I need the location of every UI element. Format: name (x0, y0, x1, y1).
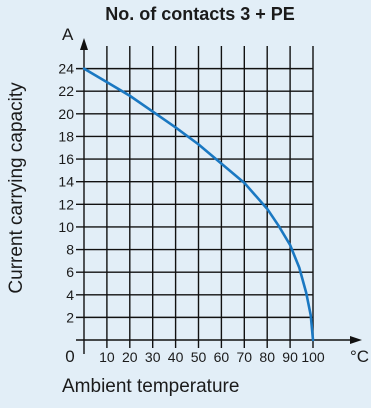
x-tick-label-10: 10 (99, 349, 115, 365)
x-unit-label: °C (350, 347, 369, 366)
axes (76, 38, 362, 354)
grid (76, 46, 313, 340)
y-tick-label-2: 2 (66, 309, 74, 325)
y-tick-label-18: 18 (58, 128, 74, 144)
x-tick-label-100: 100 (301, 349, 325, 365)
x-tick-label-50: 50 (191, 349, 207, 365)
x-tick-label-0: 0 (65, 347, 74, 366)
y-axis-title: Current carrying capacity (6, 82, 27, 294)
x-axis-arrow (350, 336, 362, 344)
y-tick-label-10: 10 (58, 219, 74, 235)
x-axis-title: Ambient temperature (62, 376, 239, 397)
y-axis-arrow (80, 38, 88, 50)
y-tick-label-4: 4 (66, 287, 74, 303)
y-tick-label-24: 24 (58, 61, 74, 77)
x-tick-label-70: 70 (237, 349, 253, 365)
chart-title: No. of contacts 3 + PE (105, 4, 295, 24)
y-unit-label: A (62, 25, 74, 44)
x-tick-label-60: 60 (214, 349, 230, 365)
x-tick-label-30: 30 (145, 349, 161, 365)
y-tick-label-12: 12 (58, 196, 74, 212)
x-tick-label-80: 80 (259, 349, 275, 365)
x-tick-label-90: 90 (282, 349, 298, 365)
y-tick-label-16: 16 (58, 151, 74, 167)
y-tick-label-8: 8 (66, 242, 74, 258)
y-tick-label-22: 22 (58, 83, 74, 99)
y-tick-label-14: 14 (58, 174, 74, 190)
x-tick-label-40: 40 (168, 349, 184, 365)
x-tick-label-20: 20 (122, 349, 138, 365)
y-tick-label-20: 20 (58, 106, 74, 122)
y-tick-label-6: 6 (66, 264, 74, 280)
